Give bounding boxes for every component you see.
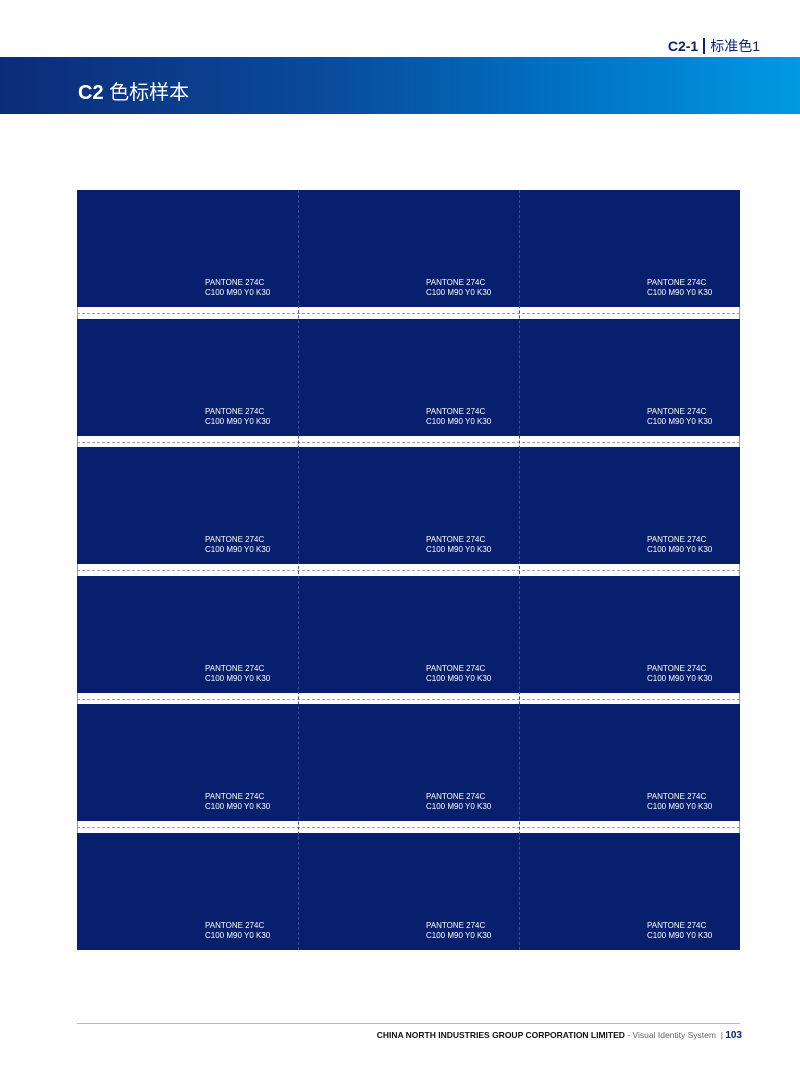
color-swatch: PANTONE 274C C100 M90 Y0 K30 <box>77 318 298 436</box>
color-swatch: PANTONE 274C C100 M90 Y0 K30 <box>298 190 519 307</box>
color-swatch: PANTONE 274C C100 M90 Y0 K30 <box>77 575 298 693</box>
swatch-row: PANTONE 274C C100 M90 Y0 K30 PANTONE 274C C… <box>77 704 740 822</box>
color-swatch: PANTONE 274C C100 M90 Y0 K30 <box>519 704 740 822</box>
cut-line <box>77 441 740 443</box>
color-swatch: PANTONE 274C C100 M90 Y0 K30 <box>519 190 740 307</box>
color-swatch: PANTONE 274C C100 M90 Y0 K30 <box>519 833 740 950</box>
swatch-label: PANTONE 274C C100 M90 Y0 K30 <box>426 535 492 555</box>
gap-edge <box>739 435 740 448</box>
swatch-label: PANTONE 274C C100 M90 Y0 K30 <box>426 278 492 297</box>
cut-line <box>77 313 740 314</box>
section-label: C2-1 标准色1 <box>667 38 760 54</box>
color-swatch: PANTONE 274C C100 M90 Y0 K30 <box>77 704 298 822</box>
column-cut-line <box>298 190 299 950</box>
swatch-label: PANTONE 274C C100 M90 Y0 K30 <box>205 406 271 426</box>
divider <box>703 38 706 54</box>
column-cut-line <box>519 190 520 950</box>
swatch-label: PANTONE 274C C100 M90 Y0 K30 <box>647 535 713 555</box>
color-swatch: PANTONE 274C C100 M90 Y0 K30 <box>298 575 519 693</box>
gap-edge <box>77 692 78 705</box>
swatch-label: PANTONE 274C C100 M90 Y0 K30 <box>426 663 492 683</box>
gap-edge <box>77 307 78 319</box>
swatch-label: PANTONE 274C C100 M90 Y0 K30 <box>647 921 713 940</box>
swatch-label: PANTONE 274C C100 M90 Y0 K30 <box>205 792 271 812</box>
swatch-label: PANTONE 274C C100 M90 Y0 K30 <box>205 921 271 940</box>
swatch-label: PANTONE 274C C100 M90 Y0 K30 <box>205 535 271 555</box>
gap-edge <box>739 821 740 834</box>
swatch-label: PANTONE 274C C100 M90 Y0 K30 <box>647 663 713 683</box>
color-swatch: PANTONE 274C C100 M90 Y0 K30 <box>519 318 740 436</box>
swatch-label: PANTONE 274C C100 M90 Y0 K30 <box>647 792 713 812</box>
swatch-row: PANTONE 274C C100 M90 Y0 K30 PANTONE 274C C… <box>77 318 740 436</box>
swatch-label: PANTONE 274C C100 M90 Y0 K30 <box>647 406 713 426</box>
cut-line <box>77 570 740 572</box>
color-swatch: PANTONE 274C C100 M90 Y0 K30 <box>519 447 740 565</box>
cut-line <box>77 827 740 829</box>
color-swatch: PANTONE 274C C100 M90 Y0 K30 <box>298 833 519 950</box>
swatch-label: PANTONE 274C C100 M90 Y0 K30 <box>647 278 713 297</box>
gap-edge <box>77 564 78 577</box>
color-swatch: PANTONE 274C C100 M90 Y0 K30 <box>298 704 519 822</box>
swatch-row: PANTONE 274C C100 M90 Y0 K30 PANTONE 274C C… <box>77 190 740 307</box>
swatch-label: PANTONE 274C C100 M90 Y0 K30 <box>426 921 492 940</box>
gap-edge <box>739 564 740 577</box>
title-band: C2 色标样本 <box>0 57 800 114</box>
swatch-row: PANTONE 274C C100 M90 Y0 K30 PANTONE 274C C… <box>77 447 740 565</box>
page-number: 103 <box>725 1030 742 1041</box>
color-swatch: PANTONE 274C C100 M90 Y0 K30 <box>298 318 519 436</box>
footer-divider <box>77 1023 740 1024</box>
swatch-grid: PANTONE 274C C100 M90 Y0 K30 PANTONE 274C C… <box>77 190 740 950</box>
color-swatch: PANTONE 274C C100 M90 Y0 K30 <box>519 575 740 693</box>
color-swatch: PANTONE 274C C100 M90 Y0 K30 <box>77 833 298 950</box>
gap-edge <box>77 435 78 448</box>
page-title: C2 色标样本 <box>78 82 190 104</box>
swatch-row: PANTONE 274C C100 M90 Y0 K30 PANTONE 274C C… <box>77 575 740 693</box>
cut-line <box>77 698 740 700</box>
gap-edge <box>739 307 740 319</box>
gap-edge <box>739 692 740 705</box>
color-swatch: PANTONE 274C C100 M90 Y0 K30 <box>298 447 519 565</box>
swatch-label: PANTONE 274C C100 M90 Y0 K30 <box>426 406 492 426</box>
gap-edge <box>77 821 78 834</box>
swatch-label: PANTONE 274C C100 M90 Y0 K30 <box>205 278 271 297</box>
color-swatch: PANTONE 274C C100 M90 Y0 K30 <box>77 190 298 307</box>
swatch-row: PANTONE 274C C100 M90 Y0 K30 PANTONE 274C C… <box>77 833 740 950</box>
footer: CHINA NORTH INDUSTRIES GROUP CORPORATION… <box>376 1030 742 1041</box>
swatch-label: PANTONE 274C C100 M90 Y0 K30 <box>205 663 271 683</box>
color-swatch: PANTONE 274C C100 M90 Y0 K30 <box>77 447 298 565</box>
swatch-label: PANTONE 274C C100 M90 Y0 K30 <box>426 792 492 812</box>
